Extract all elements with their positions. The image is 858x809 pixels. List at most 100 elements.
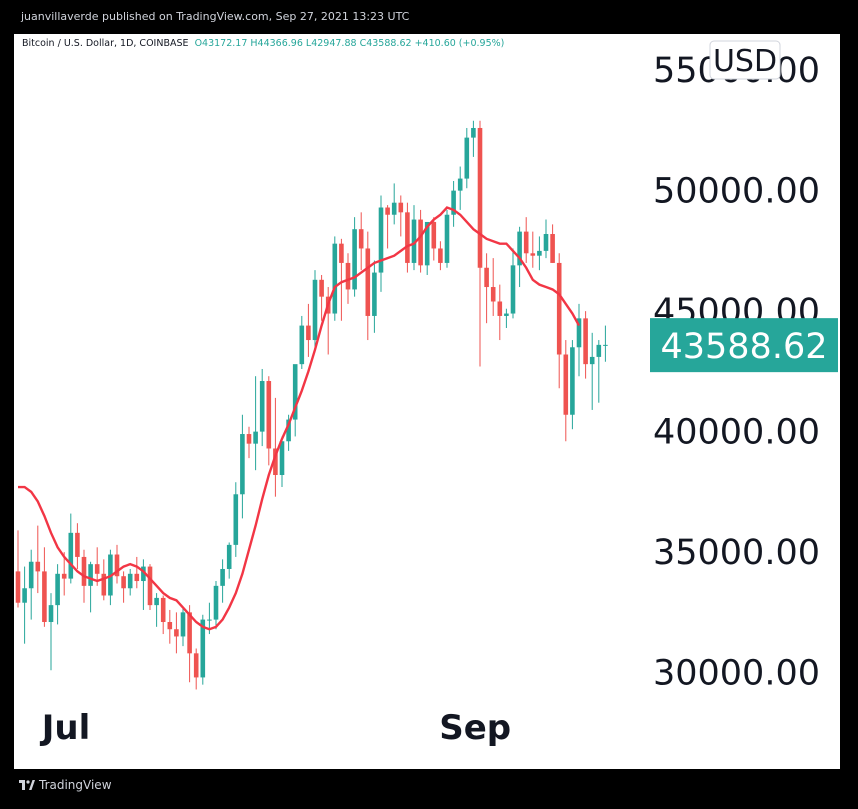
candle-body: [15, 571, 21, 603]
candle-body: [259, 381, 265, 432]
candle: [28, 549, 34, 620]
currency-badge[interactable]: USD: [709, 40, 781, 80]
footer: TradingView: [0, 769, 858, 809]
candle: [220, 559, 225, 603]
legend-close: C43588.62: [359, 38, 412, 49]
candle: [398, 195, 404, 237]
candle: [391, 183, 397, 225]
candle: [471, 120, 476, 157]
candle: [213, 581, 219, 630]
candle-body: [266, 381, 272, 449]
candle: [306, 303, 311, 357]
candle-body: [398, 202, 404, 213]
candle-body: [193, 653, 199, 678]
candle-body: [471, 127, 476, 138]
candle: [504, 308, 509, 328]
candle-body: [510, 265, 516, 314]
candle-body: [589, 356, 595, 365]
candle: [226, 542, 232, 579]
candle-body: [411, 219, 417, 263]
candle-body: [22, 588, 27, 603]
candle: [121, 571, 126, 603]
last-price-background: [650, 318, 838, 373]
candle-body: [246, 434, 252, 444]
candle-body: [299, 325, 305, 365]
candle: [253, 376, 258, 471]
candle: [451, 181, 456, 227]
candle-body: [332, 243, 338, 314]
candle-body: [147, 566, 153, 606]
publish-info: juanvillaverde published on TradingView.…: [21, 10, 410, 23]
candle-body: [61, 573, 67, 579]
legend-open: O43172.17: [194, 38, 248, 49]
tradingview-logo-icon: [19, 780, 35, 790]
candle-body: [88, 564, 93, 586]
chart-area[interactable]: 30000.00 35000.00 40000.00 45000.00 50000.00…: [14, 34, 840, 769]
candle: [312, 270, 318, 353]
candle: [94, 547, 100, 586]
candle: [114, 544, 120, 584]
candle-body: [35, 561, 41, 572]
candle: [233, 482, 239, 557]
candle-body: [55, 573, 60, 606]
candle: [339, 238, 344, 321]
candle-body: [424, 221, 430, 266]
candle-body: [127, 573, 133, 589]
candle-body: [385, 207, 390, 215]
candle-body: [81, 556, 87, 586]
candle: [154, 593, 159, 627]
candle-body: [167, 622, 173, 630]
candle: [259, 368, 265, 447]
candle: [457, 166, 463, 210]
candle: [292, 364, 298, 437]
candle: [444, 209, 450, 268]
legend-low: L42947.88: [305, 38, 357, 49]
candle: [563, 340, 569, 442]
candle-body: [484, 267, 489, 288]
candle: [537, 236, 542, 271]
candle-body: [114, 554, 120, 577]
tradingview-brand[interactable]: TradingView: [19, 778, 112, 792]
candle-body: [358, 229, 364, 249]
candle: [174, 612, 179, 654]
candle: [48, 593, 54, 671]
candle-body: [306, 325, 311, 341]
candle-body: [570, 347, 575, 415]
candle: [147, 564, 153, 610]
candle-body: [226, 544, 232, 569]
candle-body: [517, 231, 522, 266]
candle: [15, 530, 21, 608]
candle: [576, 303, 582, 377]
candle: [484, 253, 489, 324]
price-chart[interactable]: 30000.0035000.0040000.0045000.0050000.00…: [14, 34, 840, 769]
candle-body: [365, 248, 371, 316]
candle: [583, 311, 588, 379]
candle: [510, 248, 516, 319]
candle-body: [504, 313, 509, 316]
candle-body: [576, 318, 582, 348]
candle: [55, 564, 60, 625]
candle-body: [438, 248, 443, 263]
candle-body: [75, 532, 80, 557]
candle: [477, 120, 483, 367]
candle: [424, 221, 430, 275]
y-tick-label: 30000.00: [653, 654, 820, 694]
candle-body: [187, 612, 192, 654]
candle: [523, 217, 529, 263]
candle-body: [563, 354, 569, 415]
y-tick-label: 35000.00: [653, 533, 820, 573]
candle-body: [286, 419, 291, 442]
candle: [411, 205, 417, 271]
currency-label: USD: [713, 44, 777, 79]
candle-body: [490, 287, 496, 302]
candle: [141, 559, 146, 610]
candle-body: [339, 243, 344, 263]
candle: [332, 236, 338, 321]
candle-body: [523, 231, 529, 254]
candle: [530, 231, 536, 268]
candle-body: [497, 301, 503, 316]
candle-body: [253, 431, 258, 444]
candle-body: [451, 190, 456, 215]
candle-body: [154, 597, 159, 606]
